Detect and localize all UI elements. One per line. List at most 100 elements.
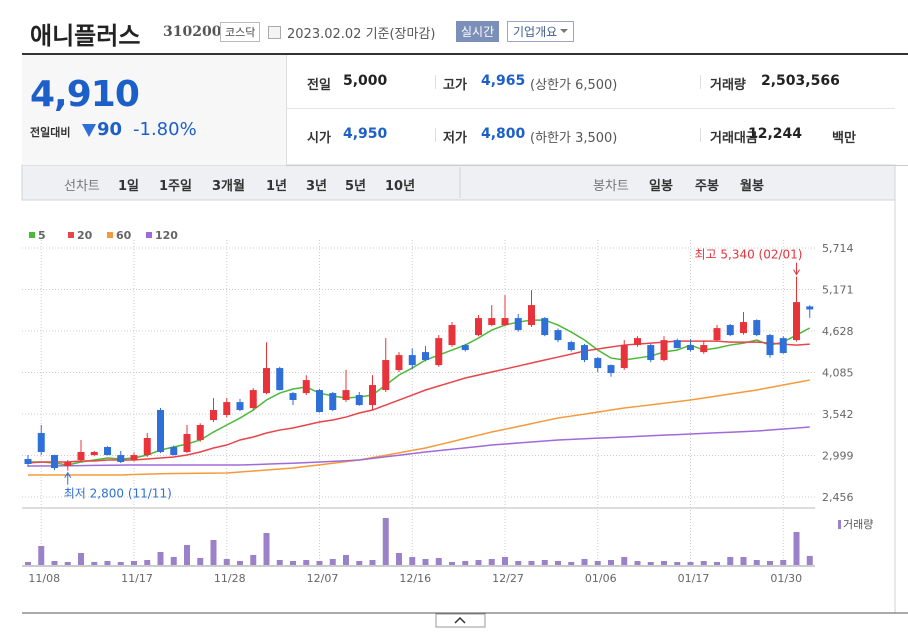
volume-bar xyxy=(780,560,787,565)
info-panel xyxy=(286,55,908,166)
candle-body xyxy=(117,455,125,462)
x-tick-label: 12/16 xyxy=(399,572,431,585)
x-tick-label: 01/17 xyxy=(678,572,710,585)
volume-legend-swatch xyxy=(838,520,841,529)
volume-bar xyxy=(634,561,641,565)
volume-bar xyxy=(700,561,707,565)
tab[interactable]: 10년 xyxy=(385,179,416,194)
candle-body xyxy=(435,338,443,366)
candle-body xyxy=(541,318,549,336)
tab[interactable]: 월봉 xyxy=(740,179,764,194)
candle-body xyxy=(183,434,191,452)
volume-bar xyxy=(396,553,402,565)
date: 2023.02.02 기준(장마감) xyxy=(287,27,436,42)
candle-body xyxy=(475,318,482,336)
candle-body xyxy=(355,395,363,406)
volume-bar xyxy=(555,561,561,565)
candle-body xyxy=(382,360,390,391)
volume-bar xyxy=(91,562,98,565)
candle-body xyxy=(448,325,456,346)
candle-body xyxy=(634,338,641,346)
candle-body xyxy=(276,368,284,391)
info-value: 5,000 xyxy=(343,73,388,89)
volume-bar xyxy=(64,562,71,565)
info-value: 12,244 xyxy=(748,126,803,142)
x-tick-label: 12/27 xyxy=(492,572,524,585)
collapse-icon xyxy=(454,616,466,624)
volume-bar xyxy=(435,558,442,565)
volume-bar xyxy=(449,562,455,565)
down-arrow xyxy=(82,124,96,137)
change-rate: -1.80% xyxy=(133,119,197,140)
date-icon xyxy=(268,26,281,39)
tab-group-label: 봉차트 xyxy=(593,179,629,194)
candle-body xyxy=(408,355,416,366)
volume-bar xyxy=(117,562,124,565)
volume-bar xyxy=(290,561,296,565)
candle-body xyxy=(369,385,376,406)
volume-bar xyxy=(502,557,508,565)
volume-bar xyxy=(343,555,349,565)
candle-body xyxy=(249,390,257,409)
volume-bar xyxy=(263,533,270,565)
info-label: 거래량 xyxy=(710,78,746,93)
info-label: 시가 xyxy=(307,131,331,146)
candle-body xyxy=(793,302,800,341)
y-tick-label: 5,171 xyxy=(822,284,854,297)
candle-body xyxy=(157,410,164,452)
candle-body xyxy=(528,305,535,326)
tab[interactable]: 3년 xyxy=(306,179,328,194)
volume-bar xyxy=(581,559,588,565)
candle-body xyxy=(766,335,774,356)
row-divider xyxy=(286,108,895,109)
volume-bar xyxy=(210,540,217,565)
tab[interactable]: 1주일 xyxy=(159,179,192,194)
candle-body xyxy=(302,380,310,394)
legend-label: 20 xyxy=(77,229,93,242)
volume-bar xyxy=(740,557,747,565)
tab-active[interactable]: 일봉 xyxy=(649,179,673,194)
volume-bar xyxy=(767,561,773,565)
candle-body xyxy=(594,358,602,369)
candle-body xyxy=(501,318,509,326)
volume-bar xyxy=(422,559,429,565)
tab[interactable]: 5년 xyxy=(345,179,367,194)
candle-body xyxy=(342,390,350,401)
volume-bar xyxy=(250,555,257,565)
info-value: 4,965 xyxy=(481,73,526,89)
volume-bar xyxy=(568,562,575,565)
tab[interactable]: 1일 xyxy=(118,179,140,194)
info-unit: 백만 xyxy=(832,131,856,146)
market-badge: 코스닥 xyxy=(220,22,261,42)
info-label: 전일 xyxy=(307,78,331,93)
collapse-button[interactable] xyxy=(435,613,486,628)
y-tick-label: 2,456 xyxy=(822,491,854,504)
candle-body xyxy=(37,433,45,452)
company-info-button[interactable]: 기업개요 xyxy=(507,21,575,42)
tab-group-label: 선차트 xyxy=(64,179,100,194)
candle-body xyxy=(660,340,668,361)
candle-body xyxy=(700,345,708,353)
candle-body xyxy=(329,393,337,411)
tab[interactable]: 3개월 xyxy=(212,179,245,194)
info-value: 4,800 xyxy=(481,126,526,142)
x-tick-label: 01/30 xyxy=(770,572,802,585)
volume-bar xyxy=(541,560,548,565)
volume-bar xyxy=(237,561,243,565)
legend-label: 60 xyxy=(116,229,132,242)
candle-body xyxy=(130,455,138,461)
tab[interactable]: 1년 xyxy=(266,179,288,194)
realtime-button[interactable]: 실시간 xyxy=(456,21,500,42)
volume-bar xyxy=(356,561,363,565)
volume-bar xyxy=(515,561,522,565)
y-tick-label: 4,628 xyxy=(822,325,854,338)
candle-body xyxy=(713,328,721,341)
volume-bar xyxy=(197,558,204,565)
tab[interactable]: 주봉 xyxy=(695,179,719,194)
x-tick-label: 12/07 xyxy=(307,572,339,585)
volume-bar xyxy=(78,553,84,565)
x-tick-label: 11/17 xyxy=(121,572,153,585)
info-note: (상한가 6,500) xyxy=(530,78,618,93)
col-divider xyxy=(435,75,436,89)
